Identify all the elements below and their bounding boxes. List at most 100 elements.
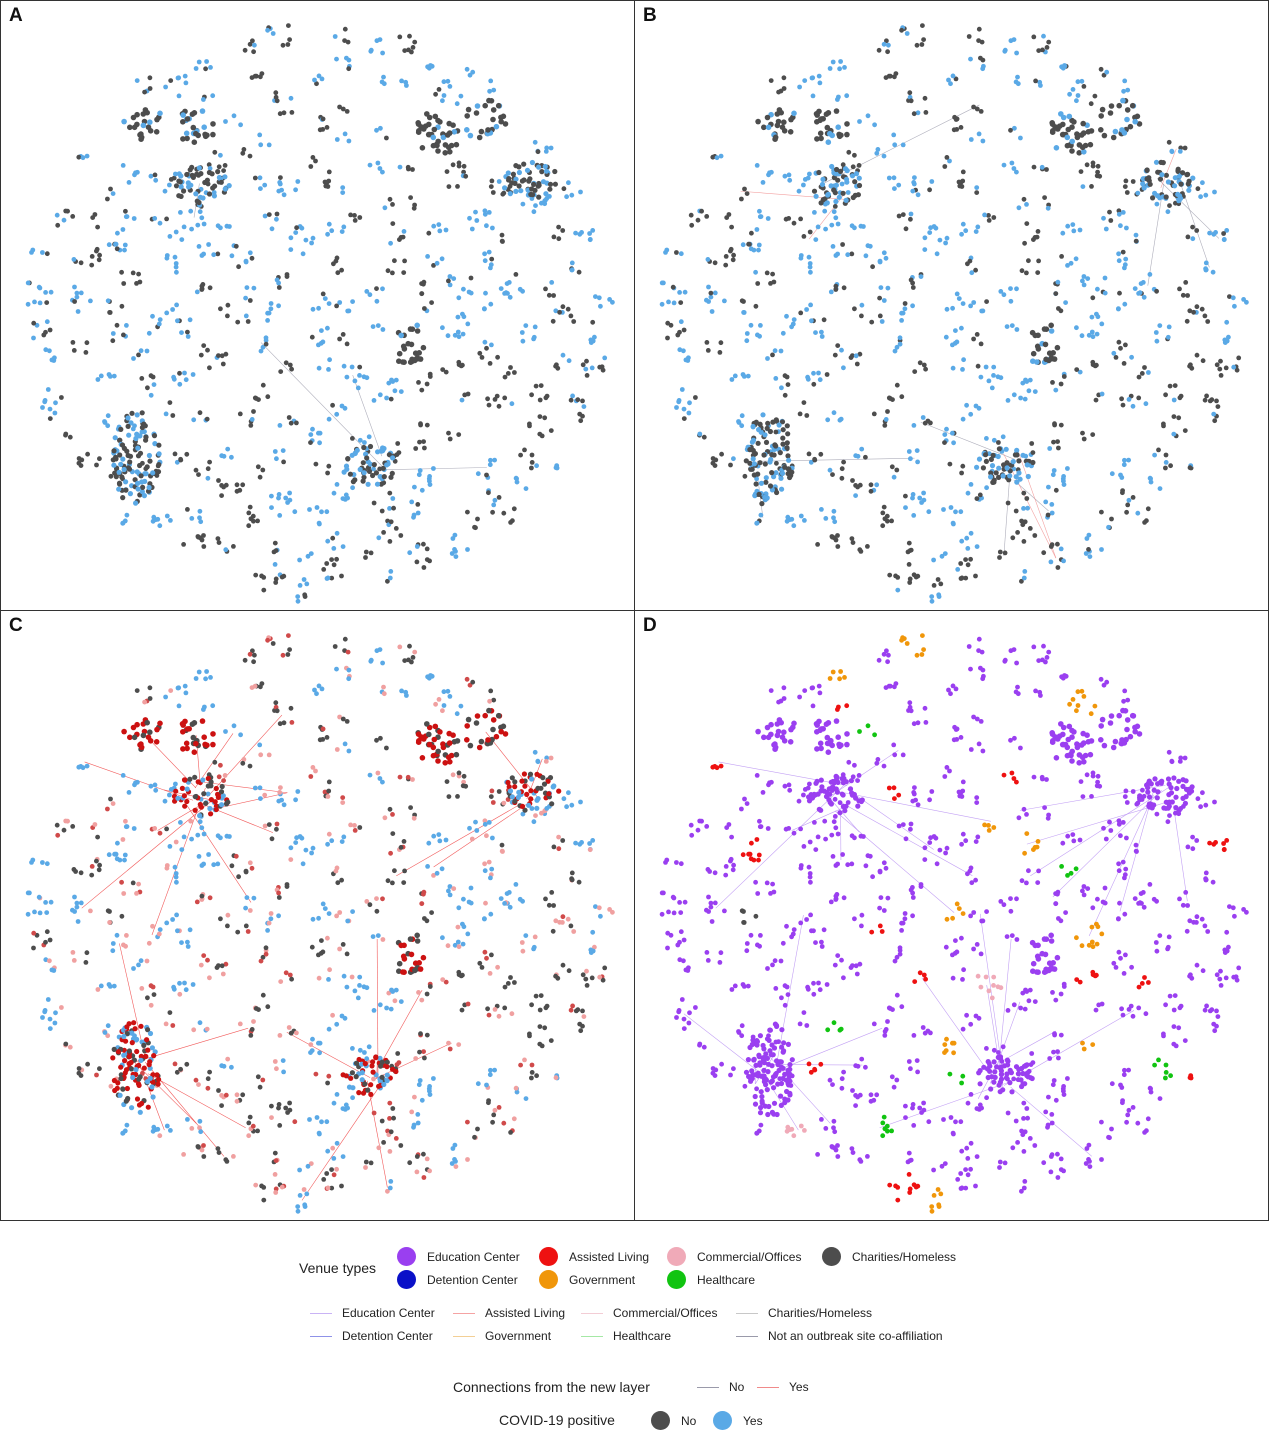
network-node bbox=[339, 573, 344, 579]
network-node bbox=[243, 869, 249, 875]
network-node bbox=[135, 779, 140, 785]
network-node bbox=[340, 1106, 346, 1111]
network-node bbox=[968, 56, 973, 62]
network-node bbox=[475, 471, 481, 477]
network-node bbox=[308, 1042, 314, 1047]
network-node bbox=[597, 364, 603, 370]
network-node bbox=[809, 318, 814, 324]
network-node bbox=[52, 410, 58, 416]
network-node bbox=[120, 456, 126, 462]
network-node bbox=[407, 936, 414, 942]
network-node bbox=[1013, 508, 1019, 514]
network-node bbox=[802, 177, 808, 182]
network-node bbox=[856, 182, 863, 189]
network-node bbox=[664, 857, 670, 863]
panel-c: C bbox=[0, 610, 635, 1221]
network-node bbox=[674, 860, 679, 865]
network-node bbox=[1116, 102, 1122, 109]
network-node bbox=[1074, 977, 1080, 982]
network-node bbox=[1159, 172, 1165, 178]
network-node bbox=[801, 182, 806, 188]
network-node bbox=[172, 451, 178, 457]
network-node bbox=[756, 852, 762, 858]
network-node bbox=[265, 27, 270, 33]
network-node bbox=[135, 486, 141, 492]
network-node bbox=[584, 358, 589, 364]
network-node bbox=[145, 124, 152, 130]
network-node bbox=[1224, 319, 1230, 325]
network-node bbox=[978, 341, 984, 347]
network-node bbox=[1184, 318, 1190, 324]
network-node bbox=[76, 1066, 82, 1071]
network-node bbox=[263, 951, 269, 957]
network-node bbox=[308, 551, 314, 556]
network-node bbox=[911, 721, 917, 727]
network-node bbox=[1014, 286, 1019, 292]
network-node bbox=[183, 987, 189, 993]
network-node bbox=[806, 254, 812, 260]
network-node bbox=[414, 932, 421, 939]
network-node bbox=[426, 230, 432, 236]
network-node bbox=[170, 413, 176, 418]
network-node bbox=[1183, 280, 1189, 285]
network-node bbox=[714, 155, 720, 161]
network-node bbox=[870, 874, 875, 880]
network-node bbox=[811, 980, 816, 986]
network-node bbox=[1020, 452, 1026, 458]
network-node bbox=[1130, 1105, 1136, 1110]
network-node bbox=[305, 553, 311, 559]
network-node bbox=[1064, 744, 1071, 751]
network-node bbox=[447, 274, 453, 279]
network-node bbox=[225, 799, 231, 805]
network-node bbox=[706, 299, 711, 304]
network-node bbox=[453, 751, 460, 758]
network-node bbox=[1060, 121, 1066, 128]
network-node bbox=[110, 941, 116, 946]
network-node bbox=[1118, 223, 1123, 229]
network-node bbox=[276, 303, 281, 309]
network-node bbox=[812, 1066, 817, 1072]
network-node bbox=[831, 508, 837, 514]
network-node bbox=[492, 497, 498, 503]
network-node bbox=[478, 128, 485, 135]
network-node bbox=[443, 837, 449, 843]
network-node bbox=[772, 134, 779, 141]
network-node bbox=[785, 453, 791, 459]
network-node bbox=[1140, 787, 1145, 793]
network-node bbox=[871, 411, 877, 417]
network-node bbox=[211, 252, 217, 258]
network-node bbox=[357, 364, 363, 370]
network-node bbox=[1085, 276, 1091, 281]
network-node bbox=[477, 350, 483, 356]
network-node bbox=[986, 213, 991, 218]
network-node bbox=[263, 945, 269, 951]
network-node bbox=[1194, 304, 1200, 310]
network-node bbox=[813, 940, 818, 945]
network-node bbox=[123, 1098, 129, 1104]
network-node bbox=[1036, 868, 1041, 874]
network-node bbox=[919, 42, 925, 47]
network-node bbox=[111, 373, 117, 379]
network-node bbox=[1070, 832, 1076, 837]
network-node bbox=[1045, 205, 1051, 211]
network-node bbox=[191, 1027, 197, 1033]
network-node bbox=[824, 982, 830, 987]
network-node bbox=[317, 1050, 322, 1056]
network-node bbox=[679, 387, 685, 392]
network-node bbox=[753, 913, 759, 919]
network-node bbox=[308, 440, 313, 445]
network-node bbox=[121, 942, 126, 948]
network-node bbox=[829, 222, 835, 228]
network-node bbox=[763, 439, 770, 445]
network-node bbox=[474, 218, 480, 223]
network-node bbox=[529, 159, 536, 166]
network-node bbox=[334, 482, 340, 487]
network-node bbox=[911, 513, 917, 518]
network-node bbox=[914, 42, 920, 48]
network-node bbox=[402, 658, 408, 663]
network-node bbox=[780, 435, 786, 441]
network-node bbox=[367, 902, 373, 908]
network-node bbox=[964, 402, 969, 408]
network-node bbox=[417, 439, 422, 445]
network-node bbox=[340, 106, 346, 112]
